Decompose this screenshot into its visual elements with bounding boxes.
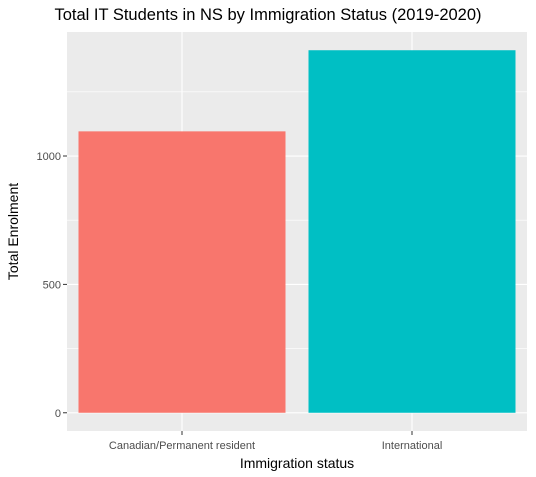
bar xyxy=(79,131,286,412)
x-axis: Canadian/Permanent resident International xyxy=(109,431,442,452)
y-axis-title: Total Enrolment xyxy=(5,183,21,280)
bar xyxy=(309,50,516,413)
y-axis: 0 500 1000 xyxy=(37,151,67,420)
x-tick-label: Canadian/Permanent resident xyxy=(109,440,255,452)
y-tick-label: 1000 xyxy=(37,151,61,163)
y-tick-label: 500 xyxy=(43,279,61,291)
x-axis-title: Immigration status xyxy=(240,455,354,471)
x-tick-label: International xyxy=(382,440,443,452)
y-tick-label: 0 xyxy=(55,408,61,420)
